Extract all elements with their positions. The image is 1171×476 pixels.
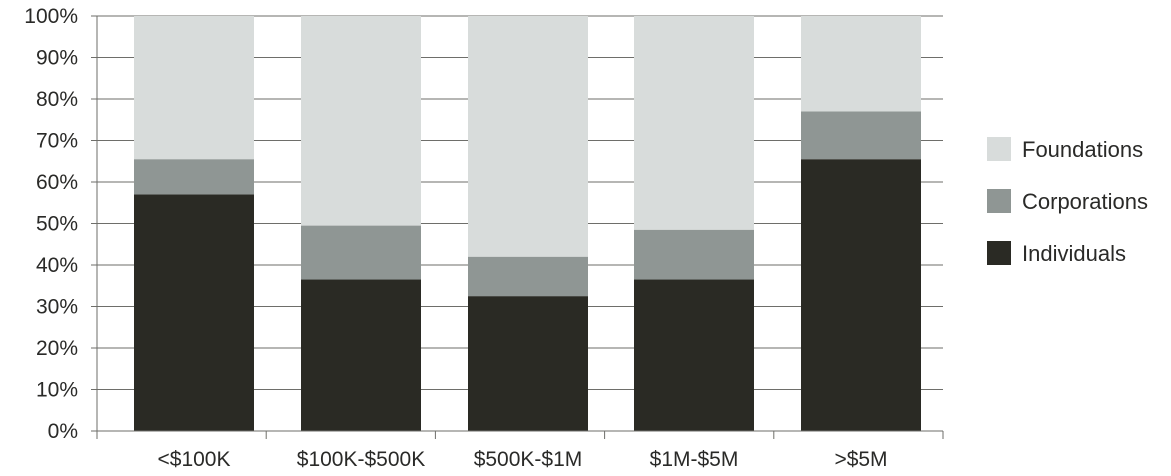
bar-segment-foundations — [134, 16, 254, 160]
legend-swatch-corporations — [987, 189, 1011, 213]
legend-label-corporations: Corporations — [1022, 189, 1148, 214]
bar-segment-individuals — [134, 194, 254, 431]
bar-segment-corporations — [468, 256, 588, 297]
bar-segment-individuals — [468, 296, 588, 431]
legend-label-individuals: Individuals — [1022, 241, 1126, 266]
y-tick-label: 50% — [36, 213, 78, 236]
x-tick-labels: <$100K $100K-$500K $500K-$1M $1M-$5M >$5M — [158, 448, 888, 471]
x-tick-label: <$100K — [158, 448, 231, 471]
y-tick-label: 90% — [36, 47, 78, 70]
y-tick-label: 70% — [36, 130, 78, 153]
bar-segment-corporations — [801, 111, 921, 160]
bar-segment-foundations — [301, 16, 421, 226]
y-tick-label: 20% — [36, 337, 78, 360]
x-tick-label: $100K-$500K — [297, 448, 425, 471]
y-tick-label: 100% — [24, 5, 78, 28]
bar-segment-individuals — [301, 279, 421, 431]
y-tick-label: 10% — [36, 379, 78, 402]
axes — [91, 15, 944, 439]
bar-segment-foundations — [468, 16, 588, 257]
bar-segment-foundations — [801, 16, 921, 112]
x-tick-label: $500K-$1M — [474, 448, 583, 471]
legend: Foundations Corporations Individuals — [987, 137, 1148, 266]
bar-segment-corporations — [301, 225, 421, 280]
bar-segment-corporations — [634, 229, 754, 280]
y-tick-label: 30% — [36, 296, 78, 319]
bar-segment-individuals — [801, 159, 921, 432]
x-tick-label: $1M-$5M — [650, 448, 739, 471]
bars — [134, 16, 921, 432]
y-tick-label: 0% — [48, 420, 78, 443]
bar-segment-foundations — [634, 16, 754, 230]
bar-segment-individuals — [634, 279, 754, 431]
y-tick-label: 80% — [36, 88, 78, 111]
legend-swatch-foundations — [987, 137, 1011, 161]
x-tick-label: >$5M — [834, 448, 887, 471]
legend-label-foundations: Foundations — [1022, 137, 1143, 162]
y-tick-label: 60% — [36, 171, 78, 194]
y-tick-label: 40% — [36, 254, 78, 277]
bar-segment-corporations — [134, 159, 254, 195]
legend-swatch-individuals — [987, 241, 1011, 265]
y-tick-labels: 0% 10% 20% 30% 40% 50% 60% 70% 80% 90% 100% — [24, 5, 78, 443]
